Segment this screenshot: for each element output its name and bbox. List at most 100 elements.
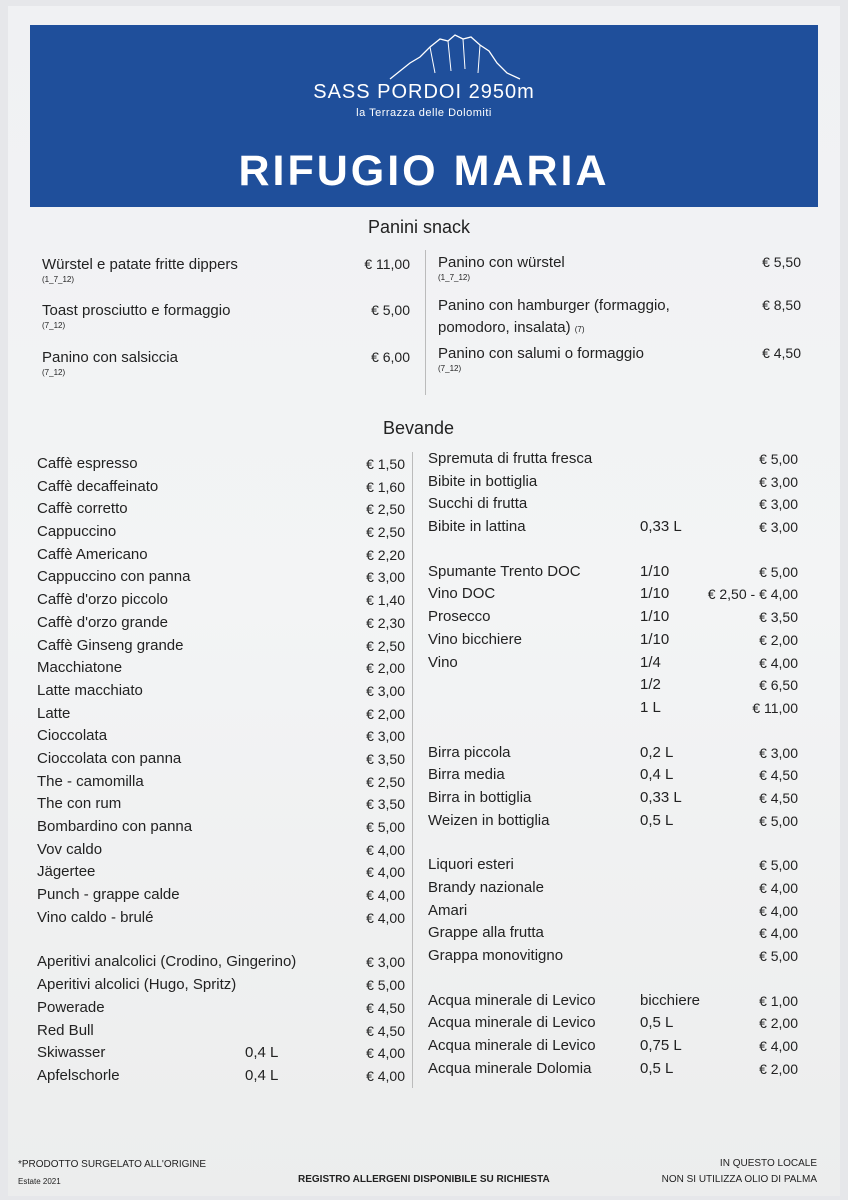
item-name: Acqua minerale di Levico (428, 991, 596, 1009)
item-volume: 0,33 L (640, 518, 682, 536)
item-name: Caffè d'orzo grande (37, 613, 169, 631)
item-volume: 1/4 (640, 653, 661, 671)
bevande-left-column: Caffè espresso € 1,50 Caffè decaffeinato € … (37, 453, 412, 1088)
group-spacer (37, 929, 412, 951)
item-name: Panino con salumi o formaggio (438, 345, 644, 362)
menu-item: Weizen in bottiglia 0,5 L € 5,00 (428, 810, 803, 833)
item-name: Jägertee (37, 863, 96, 881)
menu-item: Punch - grappe calde € 4,00 (37, 884, 412, 907)
menu-item: Birra in bottiglia 0,33 L € 4,50 (428, 787, 803, 810)
item-price: € 5,50 (762, 254, 801, 270)
item-name: Grappe alla frutta (428, 924, 544, 942)
item-volume: 0,4 L (245, 1044, 279, 1062)
menu-item: Acqua minerale di Levico 0,75 L € 4,00 (428, 1035, 803, 1058)
item-price: € 4,00 (759, 925, 798, 942)
menu-item: Bibite in bottiglia € 3,00 (428, 471, 803, 494)
item-name: Latte macchiato (37, 681, 143, 699)
menu-item: Red Bull € 4,50 (37, 1020, 412, 1043)
item-name: Red Bull (37, 1021, 94, 1039)
item-name: The con rum (37, 795, 122, 813)
menu-item: Birra piccola 0,2 L € 3,00 (428, 742, 803, 765)
item-name: Caffè corretto (37, 500, 128, 518)
item-volume: 0,2 L (640, 743, 674, 761)
allergen-codes: (1_7_12) (42, 275, 75, 284)
item-price: € 4,00 (366, 887, 405, 904)
item-price: € 2,30 (366, 614, 405, 631)
menu-item: Caffè corretto € 2,50 (37, 498, 412, 521)
item-volume: 1 L (640, 698, 661, 716)
menu-item: Panino con hamburger (formaggio, pomodoro… (438, 297, 670, 339)
page-title: RIFUGIO MARIA (238, 147, 610, 195)
item-name: Grappa monovitigno (428, 947, 564, 965)
item-price: € 4,00 (759, 902, 798, 919)
menu-item: Brandy nazionale € 4,00 (428, 877, 803, 900)
item-price: € 3,50 (366, 750, 405, 767)
item-name-line2: pomodoro, insalata) (438, 319, 571, 336)
item-name: Acqua minerale Dolomia (428, 1059, 592, 1077)
menu-item: Birra media 0,4 L € 4,50 (428, 764, 803, 787)
item-volume: bicchiere (640, 991, 701, 1009)
item-price: € 4,00 (759, 654, 798, 671)
item-price: € 6,00 (371, 349, 410, 365)
item-volume: 1/10 (640, 585, 670, 603)
item-name: Bibite in lattina (428, 518, 526, 536)
item-name: Spumante Trento DOC (428, 562, 581, 580)
item-name: Aperitivi alcolici (Hugo, Spritz) (37, 976, 237, 994)
frozen-note: *PRODOTTO SURGELATO ALL'ORIGINE (18, 1159, 207, 1170)
item-price: € 4,00 (366, 841, 405, 858)
menu-item: Latte € 2,00 (37, 703, 412, 726)
item-name: Succhi di frutta (428, 495, 528, 513)
item-name: Latte (37, 704, 71, 722)
item-volume: 1/10 (640, 630, 670, 648)
item-name: Prosecco (428, 608, 491, 626)
item-volume: 0,5 L (640, 1014, 674, 1032)
menu-item: Jägertee € 4,00 (37, 861, 412, 884)
item-price: € 5,00 (371, 302, 410, 318)
menu-item: Caffè espresso € 1,50 (37, 453, 412, 476)
menu-item: Cappuccino con panna € 3,00 (37, 566, 412, 589)
item-name: Vino caldo - brulé (37, 908, 154, 926)
item-price: € 2,50 (366, 773, 405, 790)
item-price: € 3,00 (759, 519, 798, 536)
item-name: Skiwasser (37, 1044, 106, 1062)
menu-item: Bombardino con panna € 5,00 (37, 816, 412, 839)
menu-item: Vino bicchiere 1/10 € 2,00 (428, 629, 803, 652)
item-name: Caffè decaffeinato (37, 477, 159, 495)
item-price: € 2,50 - € 4,00 (707, 586, 798, 603)
item-name: Birra piccola (428, 743, 511, 761)
item-name: Birra media (428, 766, 505, 784)
item-price: € 1,00 (759, 992, 798, 1009)
allergen-codes: (7_12) (42, 368, 66, 377)
item-price: € 8,50 (762, 297, 801, 313)
item-price: € 3,00 (759, 473, 798, 490)
item-volume: 0,5 L (640, 1059, 674, 1077)
brand-tagline: la Terrazza delle Dolomiti (356, 107, 492, 119)
item-price: € 5,00 (759, 563, 798, 580)
brand-name: SASS PORDOI 2950m (313, 81, 535, 103)
item-price: € 3,50 (366, 796, 405, 813)
item-price: € 4,00 (366, 864, 405, 881)
allergen-codes: (7_12) (42, 321, 66, 330)
group-spacer (428, 720, 803, 742)
item-name: Caffè d'orzo piccolo (37, 591, 168, 609)
palm-oil-note-line1: IN QUESTO LOCALE (719, 1158, 817, 1169)
menu-item: Caffè decaffeinato € 1,60 (37, 476, 412, 499)
item-name: Macchiatone (37, 659, 123, 677)
item-price: € 4,00 (759, 880, 798, 896)
item-price: € 5,00 (759, 857, 798, 874)
menu-item: Prosecco 1/10 € 3,50 (428, 606, 803, 629)
item-volume: 1/10 (640, 608, 670, 626)
menu-item: Apfelschorle 0,4 L € 4,00 (37, 1065, 412, 1088)
item-name: Cappuccino con panna (37, 568, 191, 586)
item-price: € 1,60 (366, 478, 405, 495)
menu-item: Cioccolata con panna € 3,50 (37, 748, 412, 771)
item-price: € 2,00 (366, 660, 405, 677)
menu-item: Caffè Ginseng grande € 2,50 (37, 635, 412, 658)
item-name: Amari (428, 901, 468, 919)
item-price: € 1,50 (366, 456, 405, 472)
item-name: Panino con würstel (438, 254, 565, 271)
section-title-panini: Panini snack (368, 217, 471, 237)
item-price: € 2,00 (759, 1015, 798, 1032)
item-volume: 0,4 L (640, 766, 674, 784)
item-name: Powerade (37, 998, 105, 1016)
